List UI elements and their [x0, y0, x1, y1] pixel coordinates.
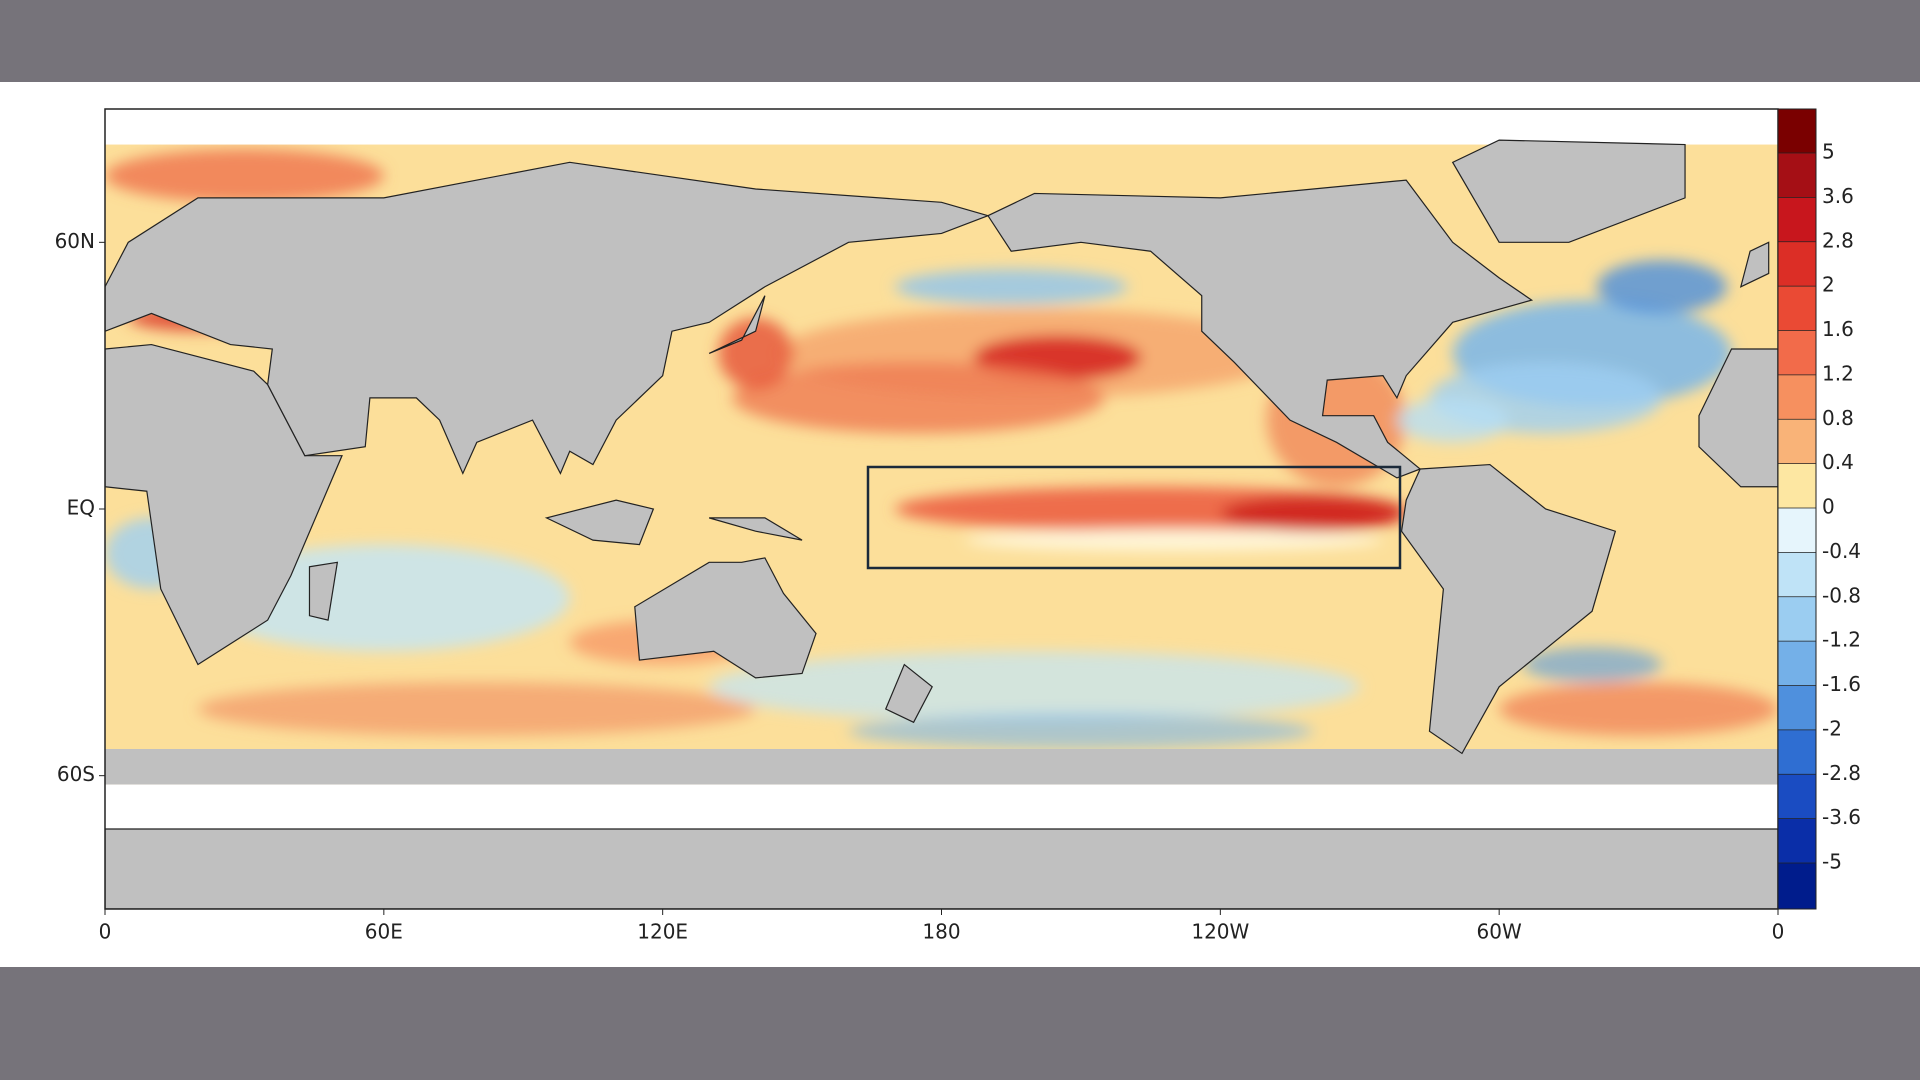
land — [105, 140, 1778, 909]
y-tick-label: 60N — [55, 229, 95, 253]
colorbar-label: 0 — [1822, 495, 1835, 519]
colorbar-segment — [1778, 863, 1816, 909]
colorbar-frame — [1777, 108, 1817, 910]
colorbar-segment — [1778, 818, 1816, 863]
colorbar-label: -1.6 — [1822, 672, 1861, 696]
colorbar-segment — [1778, 641, 1816, 686]
colorbar-segment — [1778, 463, 1816, 508]
colorbar-segment — [1778, 241, 1816, 287]
colorbar-segment — [1778, 109, 1816, 153]
colorbar-label: 1.6 — [1822, 317, 1854, 341]
colorbar-label: 1.2 — [1822, 361, 1854, 385]
colorbar-label: 0.8 — [1822, 406, 1854, 430]
colorbar-label: -0.4 — [1822, 539, 1861, 563]
nino-box — [866, 465, 1402, 570]
x-tick-label: 60W — [1477, 920, 1522, 944]
colorbar-segment — [1778, 729, 1816, 775]
x-tick-label: 120W — [1191, 920, 1249, 944]
x-tick-label: 180 — [922, 920, 960, 944]
top-bar — [0, 0, 1920, 82]
x-tick-label: 60E — [365, 920, 403, 944]
colorbar-segment — [1778, 286, 1816, 331]
colorbar-segment — [1778, 508, 1816, 553]
colorbar-segment — [1778, 774, 1816, 819]
y-tick-label: EQ — [67, 496, 95, 520]
colorbar-label: 3.6 — [1822, 184, 1854, 208]
x-tick-label: 0 — [1772, 920, 1785, 944]
sea-ice — [105, 784, 1778, 829]
colorbar-label: 5 — [1822, 140, 1835, 164]
x-tick-label: 0 — [99, 920, 112, 944]
missing-data-band — [105, 748, 1778, 785]
colorbar-label: -3.6 — [1822, 805, 1861, 829]
bottom-bar — [0, 967, 1920, 1080]
colorbar-segment — [1778, 596, 1816, 642]
map-area — [105, 109, 1778, 909]
colorbar-label: 2.8 — [1822, 228, 1854, 252]
colorbar-segment — [1778, 419, 1816, 464]
colorbar-segment — [1778, 374, 1816, 420]
colorbar-segment — [1778, 552, 1816, 597]
colorbar-label: -5 — [1822, 850, 1842, 874]
colorbar-label: -2 — [1822, 716, 1842, 740]
colorbar-label: -1.2 — [1822, 628, 1861, 652]
colorbar-segment — [1778, 197, 1816, 242]
y-tick-label: 60S — [57, 762, 95, 786]
colorbar-segment — [1778, 685, 1816, 730]
colorbar-label: -2.8 — [1822, 761, 1861, 785]
polar-white — [105, 109, 1778, 145]
x-tick-label: 120E — [637, 920, 688, 944]
colorbar-label: 0.4 — [1822, 450, 1854, 474]
colorbar-label: 2 — [1822, 273, 1835, 297]
colorbar-segment — [1778, 153, 1816, 198]
colorbar-segment — [1778, 330, 1816, 375]
anomaly-field — [105, 148, 1778, 749]
colorbar-label: -0.8 — [1822, 583, 1861, 607]
